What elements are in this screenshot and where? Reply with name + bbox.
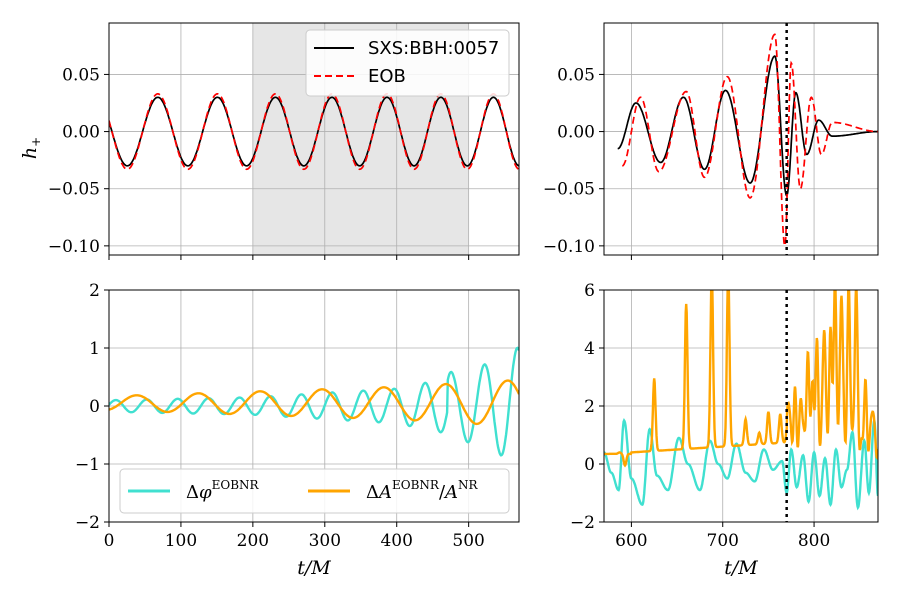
series-line-0 (617, 55, 878, 197)
x-tick-label: 600 (615, 531, 647, 551)
x-tick-label: 400 (380, 531, 412, 551)
panel-top-right: 0.05 0.00 −0.05 −0.10 (543, 22, 879, 260)
legend-bottom-left: ΔφEOBNR ΔAEOBNR/ANR (119, 468, 510, 514)
y-tick-label: −2 (570, 513, 595, 533)
y-tick-label: 2 (584, 397, 595, 417)
y-tick-label: 2 (89, 281, 100, 301)
panel-bottom-right: 600 700 800 6 4 2 0 −2 (570, 281, 879, 551)
y-tick-label: 0.05 (557, 65, 595, 85)
panel-bottom-left: 0 100 200 300 400 500 2 1 0 −1 −2 (75, 281, 520, 551)
y-tick-label: −0.05 (48, 180, 100, 200)
series-line-0 (109, 346, 519, 457)
series-line-1 (604, 290, 878, 468)
y-tick-label: 0 (89, 397, 100, 417)
y-tick-label: 0.05 (62, 65, 100, 85)
y-tick-label: 0 (584, 455, 595, 475)
xlabel-bottom-left: t/M (297, 557, 331, 579)
y-tick-label: −0.10 (48, 237, 100, 257)
y-tick-label: −0.10 (543, 237, 595, 257)
xlabel-bottom-right: t/M (724, 557, 758, 579)
x-tick-label: 200 (237, 531, 269, 551)
axes-frame (108, 22, 520, 256)
legend-label-eob: EOB (368, 66, 406, 87)
y-tick-label: 6 (584, 281, 595, 301)
x-tick-label: 500 (452, 531, 484, 551)
y-tick-label: 0.00 (62, 123, 100, 143)
axes-frame (603, 22, 879, 256)
ylabel-hplus: h+ (19, 137, 43, 159)
series-line-1 (109, 379, 519, 426)
legend-top-left: SXS:BBH:0057 EOB (305, 29, 510, 97)
axes-frame (603, 289, 879, 523)
y-tick-label: −0.05 (543, 180, 595, 200)
x-tick-label: 100 (165, 531, 197, 551)
y-tick-label: −2 (75, 513, 100, 533)
y-tick-label: 4 (584, 339, 595, 359)
x-tick-label: 700 (707, 531, 739, 551)
axes-frame (108, 289, 520, 523)
legend-label-damp: ΔAEOBNR/ANR (366, 478, 479, 503)
series-line-0 (604, 417, 878, 511)
legend-label-nr: SXS:BBH:0057 (368, 38, 499, 59)
y-tick-label: 1 (89, 339, 100, 359)
y-tick-label: 0.00 (557, 123, 595, 143)
x-tick-label: 800 (798, 531, 830, 551)
series-line-1 (622, 33, 878, 249)
x-tick-label: 300 (309, 531, 341, 551)
series-line-1 (109, 93, 519, 171)
y-tick-label: −1 (75, 455, 100, 475)
x-tick-label: 0 (104, 531, 115, 551)
